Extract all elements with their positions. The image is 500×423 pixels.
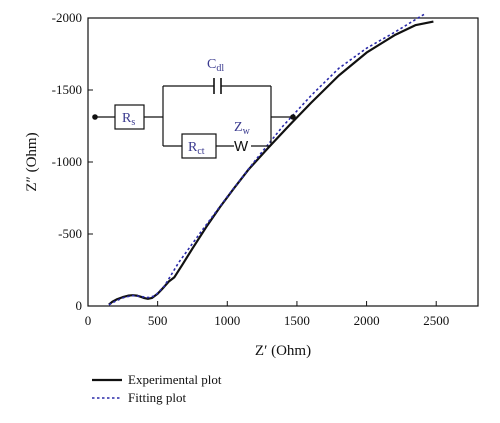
x-tick-label: 2500 <box>423 313 449 328</box>
y-axis-ticks: 0 -500 -1000 -1500 -2000 <box>52 10 93 313</box>
warburg-element: W <box>234 138 249 155</box>
legend-label-fitting: Fitting plot <box>128 390 187 405</box>
x-tick-label: 0 <box>85 313 92 328</box>
y-tick-label: -500 <box>58 226 82 241</box>
rct-resistor <box>181 133 217 159</box>
rs-label: Rs <box>122 111 135 128</box>
rs-resistor <box>114 104 145 130</box>
plot-frame <box>87 17 479 307</box>
y-tick-label: -1500 <box>52 82 82 97</box>
series-line-experimental <box>108 20 434 306</box>
y-tick-label: 0 <box>76 298 83 313</box>
x-tick-label: 1000 <box>214 313 240 328</box>
circuit-terminal-right <box>290 114 296 120</box>
x-tick-label: 1500 <box>284 313 310 328</box>
x-axis-ticks: 0 500 1000 1500 2000 2500 <box>85 301 449 328</box>
series-line-fitting <box>108 13 426 306</box>
legend-label-experimental: Experimental plot <box>128 372 222 387</box>
rct-label: Rct <box>188 140 205 157</box>
x-axis-title: Z′ (Ohm) <box>255 343 311 359</box>
x-tick-label: 500 <box>148 313 168 328</box>
x-tick-label: 2000 <box>354 313 380 328</box>
y-axis-title: Z″ (Ohm) <box>24 132 40 191</box>
y-tick-label: -1000 <box>52 154 82 169</box>
zw-label: Zw <box>234 120 251 137</box>
equivalent-circuit-inset: Rs Cdl Rct W Zw <box>92 57 296 159</box>
y-tick-label: -2000 <box>52 10 82 25</box>
cdl-label: Cdl <box>207 57 224 74</box>
circuit-terminal-left <box>92 114 98 120</box>
legend: Experimental plot Fitting plot <box>92 372 222 405</box>
